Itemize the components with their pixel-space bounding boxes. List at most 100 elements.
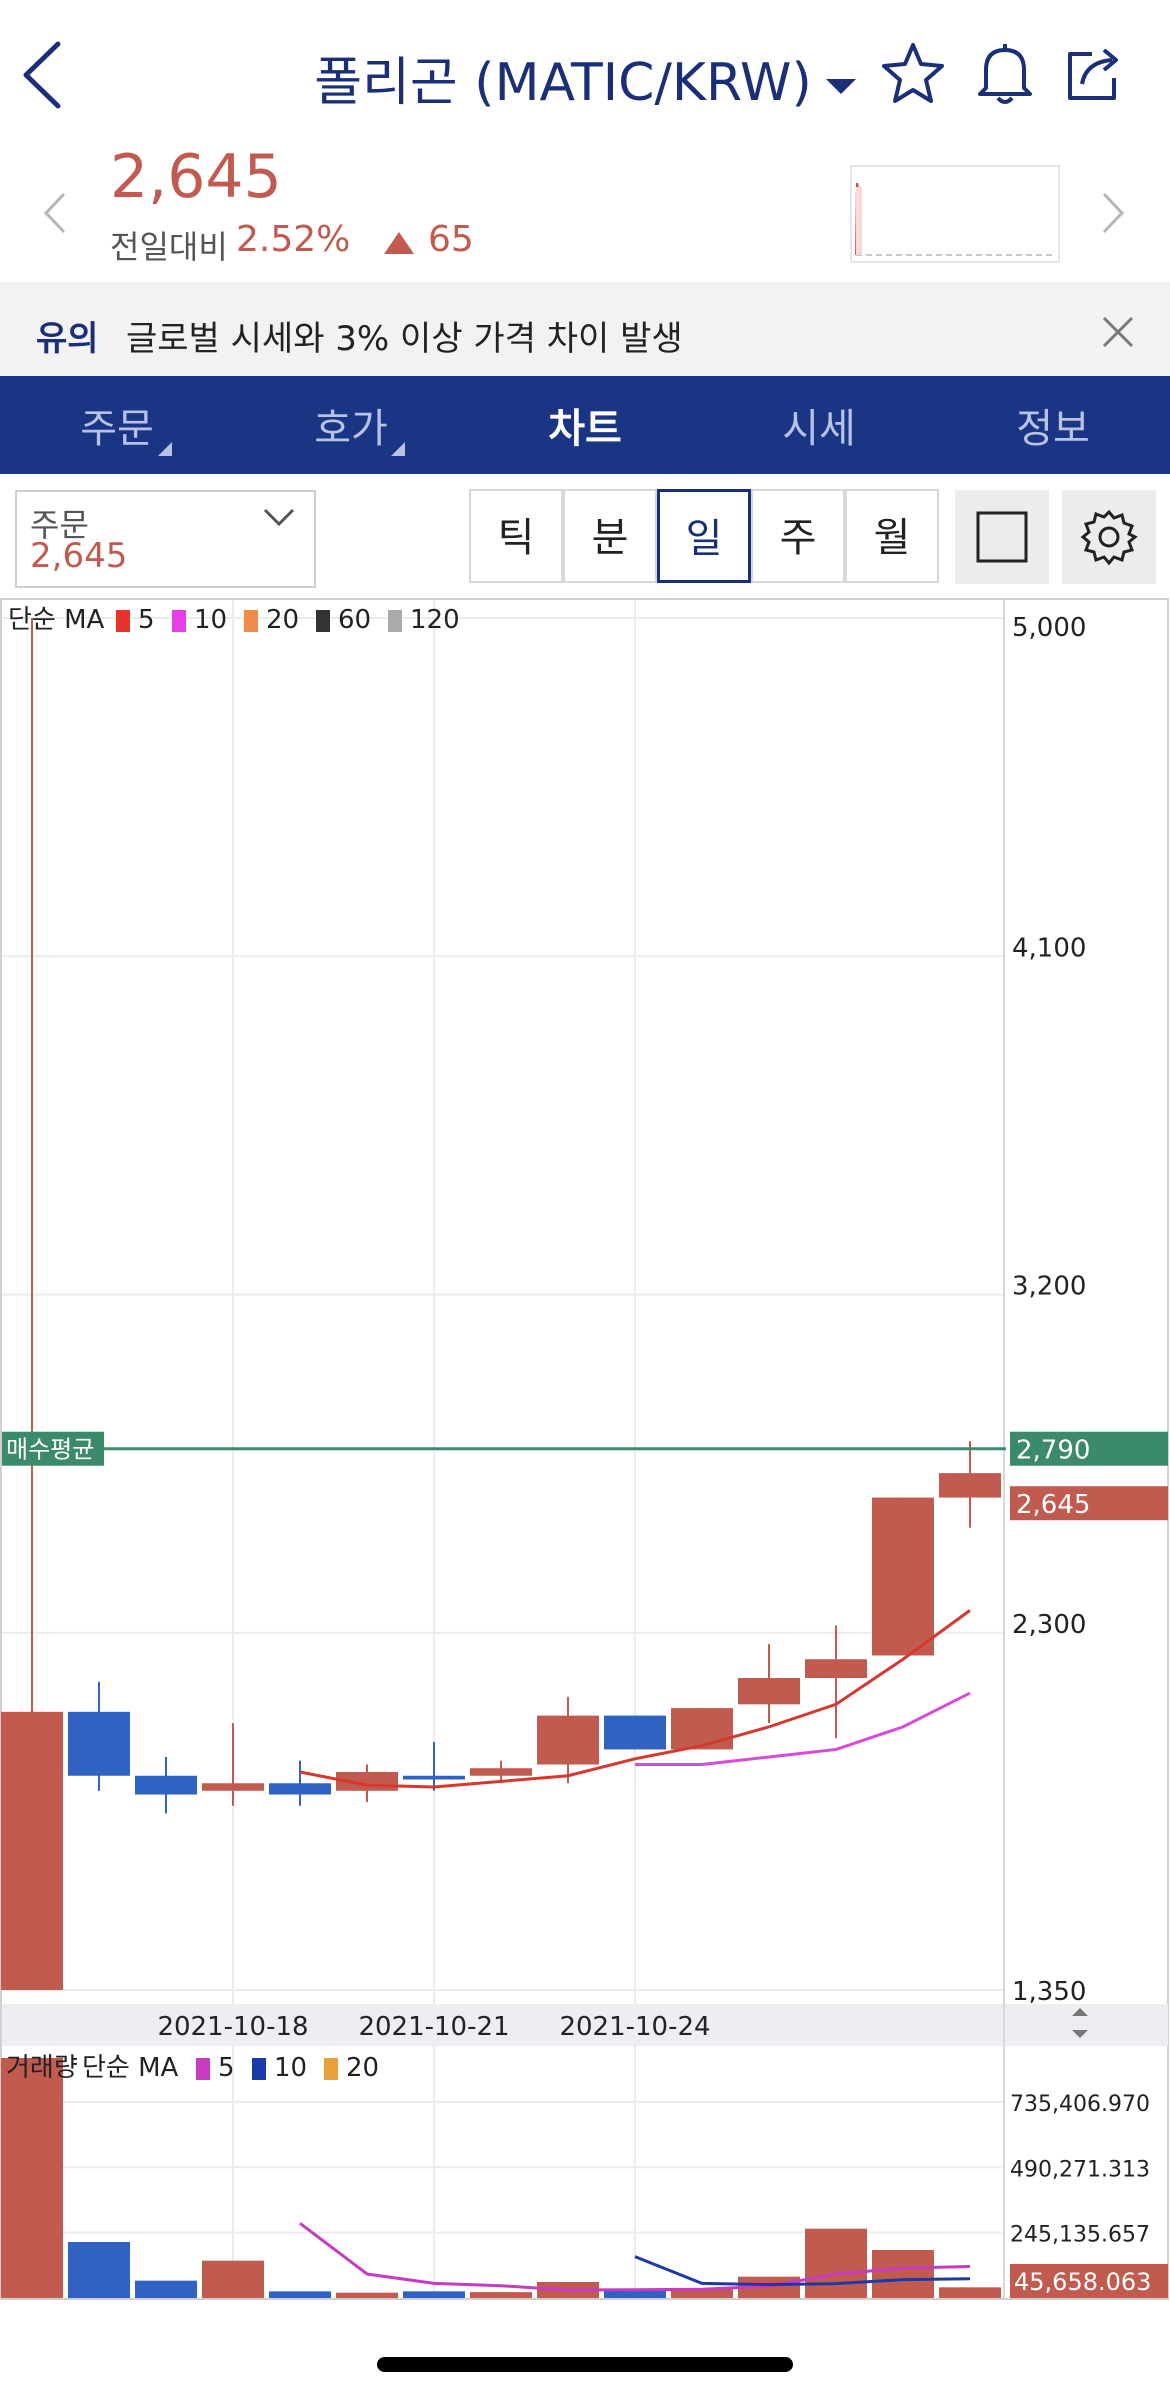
volume-bar — [671, 2289, 733, 2298]
candle-body — [872, 1497, 934, 1656]
y-tick-label: 4,100 — [1012, 933, 1086, 963]
y-tick-label: 1,350 — [1012, 1977, 1086, 2007]
tab-chart[interactable]: 차트 — [548, 406, 622, 452]
axis-down-arrow-icon[interactable] — [1072, 2030, 1088, 2038]
current-price: 2,645 — [110, 142, 282, 212]
change-amount: 65 — [428, 219, 474, 260]
ma5-line — [299, 1609, 971, 1789]
order-type-value: 2,645 — [30, 536, 128, 576]
candle-body — [470, 1768, 532, 1776]
x-axis-band — [2, 2004, 1168, 2046]
tab-orderbook[interactable]: 호가 — [314, 406, 388, 452]
y-tick-label: 5,000 — [1012, 613, 1086, 643]
legend-swatch — [324, 2058, 338, 2080]
mini-chart — [850, 165, 1060, 263]
volume-bar — [269, 2291, 331, 2298]
volume-bar — [202, 2260, 264, 2298]
period-day[interactable]: 일 — [657, 489, 751, 583]
legend-swatch — [116, 610, 130, 632]
candle-body — [135, 1775, 197, 1795]
tab-orderbook-mark — [391, 442, 405, 456]
volume-bar — [872, 2250, 934, 2298]
y-tick-label: 2,300 — [1012, 1610, 1086, 1640]
prev-market-icon[interactable] — [40, 190, 70, 236]
back-arrow-icon[interactable] — [18, 38, 68, 112]
buy-average-price-tag — [1010, 1431, 1168, 1466]
candle-body — [738, 1678, 800, 1705]
volume-bar — [403, 2291, 465, 2298]
period-minute[interactable]: 분 — [563, 489, 657, 583]
legend-label: 20 — [266, 605, 299, 635]
axis-up-arrow-icon[interactable] — [1072, 2008, 1088, 2016]
period-tick[interactable]: 틱 — [469, 489, 563, 583]
period-month[interactable]: 월 — [845, 489, 939, 583]
volume-y-tick: 245,135.657 — [1010, 2223, 1150, 2248]
next-market-icon[interactable] — [1098, 190, 1128, 236]
tab-bar — [0, 376, 1170, 474]
tab-order[interactable]: 주문 — [80, 406, 154, 452]
legend-swatch — [316, 610, 330, 632]
market-title-dropdown[interactable]: 폴리곤 (MATIC/KRW) — [0, 40, 1170, 115]
legend-label: 60 — [338, 605, 371, 635]
chevron-down-icon — [263, 508, 295, 527]
candle-body — [805, 1659, 867, 1679]
bell-icon[interactable] — [972, 40, 1038, 108]
notice-text: 글로벌 시세와 3% 이상 가격 차이 발생 — [126, 319, 683, 359]
price-chart[interactable]: 매수평균 2,790 2,645 5,000 4,100 3,200 2,300 1,350 2… — [0, 598, 1170, 2300]
order-type-label: 주문 — [30, 506, 89, 544]
market-title: 폴리곤 (MATIC/KRW) — [314, 53, 812, 113]
chevron-down-icon — [825, 78, 856, 94]
volume-last-value: 45,658.063 — [1014, 2268, 1151, 2296]
candle-body — [403, 1775, 465, 1780]
close-icon[interactable] — [1100, 314, 1136, 350]
home-indicator — [377, 2357, 793, 2372]
candle-body — [537, 1715, 599, 1765]
volume-ma10-line — [634, 2255, 971, 2287]
last-price-tag — [1010, 1486, 1168, 1521]
volume-bar — [604, 2290, 666, 2298]
star-icon[interactable] — [880, 40, 946, 106]
volume-bar — [336, 2292, 398, 2298]
tab-order-mark — [158, 442, 172, 456]
legend-swatch — [172, 610, 186, 632]
chart-settings-button[interactable] — [1062, 490, 1156, 584]
y-tick-label: 3,200 — [1012, 1272, 1086, 1302]
last-price-label: 2,645 — [1016, 1490, 1090, 1520]
legend-label: 120 — [410, 605, 460, 635]
legend-swatch — [388, 610, 402, 632]
period-week[interactable]: 주 — [751, 489, 845, 583]
legend-label: 10 — [194, 605, 227, 635]
change-label: 전일대비 — [110, 228, 228, 266]
up-triangle-icon — [384, 232, 414, 254]
ma-legend-label: 단순 MA — [8, 605, 105, 635]
notice-banner — [0, 282, 1170, 376]
volume-title: 거래량 — [6, 2053, 78, 2083]
candle-body — [202, 1783, 264, 1791]
legend-label: 20 — [346, 2053, 379, 2083]
app-header: 폴리곤 (MATIC/KRW) — [0, 0, 1170, 150]
legend-label: 10 — [274, 2053, 307, 2083]
fullscreen-button[interactable] — [955, 490, 1049, 584]
volume-ma5-line — [299, 2222, 971, 2292]
candle-body — [604, 1715, 666, 1750]
order-type-select[interactable] — [15, 490, 316, 588]
legend-swatch — [196, 2058, 210, 2080]
notice-tag: 유의 — [36, 319, 99, 359]
volume-y-tick: 490,271.313 — [1010, 2157, 1150, 2182]
volume-bar — [805, 2228, 867, 2298]
buy-average-tag — [2, 1431, 104, 1466]
x-tick-label: 2021-10-24 — [559, 2012, 710, 2042]
buy-average-label: 매수평균 — [6, 1436, 94, 1464]
candle-body — [939, 1473, 1001, 1498]
x-tick-label: 2021-10-18 — [157, 2012, 308, 2042]
tab-quotes[interactable]: 시세 — [782, 406, 856, 452]
gear-icon — [1080, 509, 1138, 566]
tab-info[interactable]: 정보 — [1016, 406, 1090, 452]
legend-swatch — [244, 610, 258, 632]
buy-average-price: 2,790 — [1016, 1436, 1090, 1466]
candle-body — [1, 1711, 63, 1990]
volume-bar — [135, 2280, 197, 2298]
share-icon[interactable] — [1062, 40, 1128, 106]
x-tick-label: 2021-10-21 — [358, 2012, 509, 2042]
legend-label: 5 — [218, 2053, 235, 2083]
